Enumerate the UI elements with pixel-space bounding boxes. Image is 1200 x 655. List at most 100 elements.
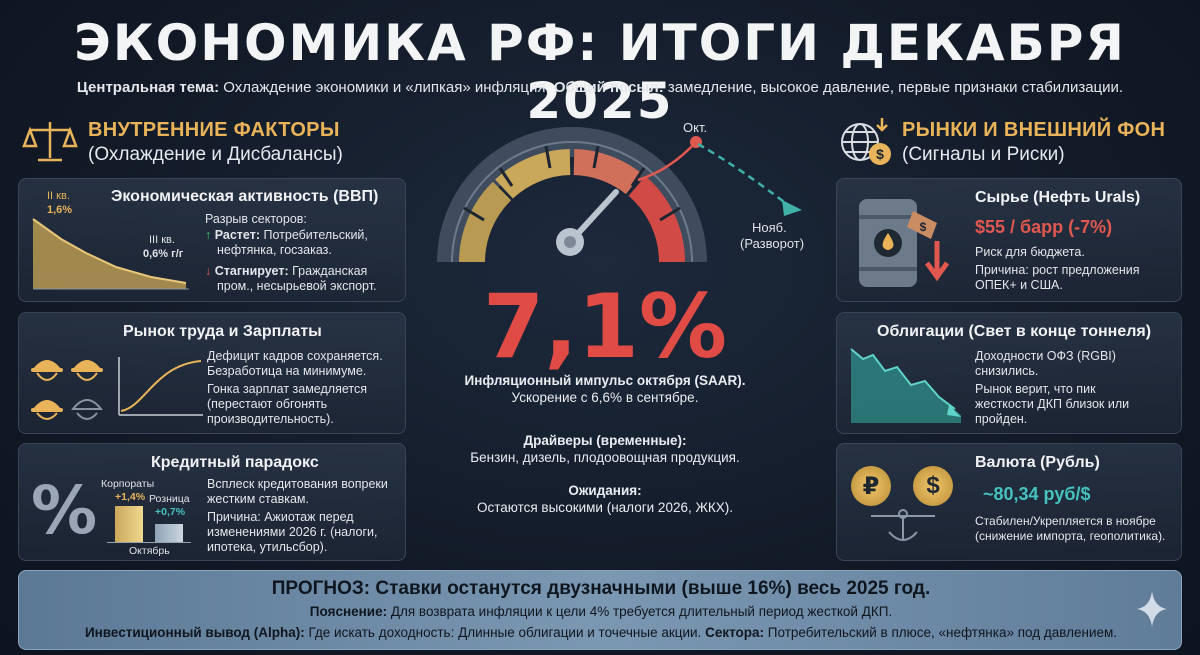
fx-card-title: Валюта (Рубль)	[975, 454, 1100, 471]
gdp-stagnate: ↓ Стагнирует: Гражданская пром., несырье…	[205, 264, 377, 293]
bonds-card: Облигации (Свет в конце тоннеля) Доходно…	[836, 312, 1182, 434]
oil-price: $55 / барр (-7%)	[975, 217, 1113, 237]
credit-card-title: Кредитный парадокс	[151, 454, 319, 471]
oil-card: $ Сырье (Нефть Urals) $55 / барр (-7%) Р…	[836, 178, 1182, 302]
inflation-gauge	[437, 127, 802, 263]
right-section-title: РЫНКИ И ВНЕШНИЙ ФОН	[902, 119, 1166, 141]
forecast-explanation: Пояснение: Для возврата инфляции к цели …	[19, 604, 1183, 619]
oct-label: Окт.	[683, 120, 708, 135]
q2-value: 1,6%	[47, 204, 73, 216]
rub-coin-icon: ₽	[851, 466, 891, 506]
labor-line-1: Дефицит кадров сохраняется.	[207, 349, 383, 363]
gdp-card-title: Экономическая активность (ВВП)	[111, 188, 379, 205]
corp-value: +1,4%	[115, 491, 146, 503]
sectors-label: Сектора:	[705, 625, 765, 640]
inflation-expectations: Ожидания: Остаются высокими (налоги 2026…	[440, 482, 770, 516]
gdp-card: Экономическая активность (ВВП) II кв. 1,…	[18, 178, 406, 302]
anchor-icon	[871, 509, 935, 541]
gdp-grow: ↑ Растет: Потребительский, нефтянка, гос…	[205, 228, 368, 257]
retail-value: +0,7%	[155, 506, 186, 518]
forecast-headline: ПРОГНОЗ: Ставки останутся двузначными (в…	[271, 578, 931, 599]
bonds-lines: Доходности ОФЗ (RGBI) снизились. Рынок в…	[975, 349, 1129, 427]
forecast-banner: ПРОГНОЗ: Ставки останутся двузначными (в…	[18, 570, 1182, 650]
credit-line-5: ипотека, утильсбор).	[207, 540, 328, 554]
credit-card: Кредитный парадокс % Корпораты +1,4% Роз…	[18, 443, 406, 561]
bar-corporate	[115, 506, 143, 542]
grow-text-2: нефтянка, госзаказ.	[217, 243, 332, 257]
bonds-line-3: Рынок верит, что пик	[975, 382, 1096, 396]
labor-line-3: Гонка зарплат замедляется	[207, 382, 367, 396]
expl-label: Пояснение:	[309, 604, 388, 619]
inflation-drivers: Драйверы (временные): Бензин, дизель, пл…	[440, 432, 770, 466]
nov-label: Нояб.	[752, 220, 787, 235]
labor-card-title: Рынок труда и Зарплаты	[123, 323, 322, 340]
retail-label: Розница	[149, 493, 190, 505]
oil-risk: Риск для бюджета.	[975, 245, 1085, 259]
theme-text: Охлаждение экономики и «липкая» инфляция…	[223, 79, 550, 96]
fx-line-1: Стабилен/Укрепляется в ноябре	[975, 514, 1156, 528]
bonds-card-title: Облигации (Свет в конце тоннеля)	[877, 323, 1152, 340]
right-section-header: РЫНКИ И ВНЕШНИЙ ФОН (Сигналы и Риски)	[902, 119, 1165, 166]
right-section-subtitle: (Сигналы и Риски)	[902, 144, 1065, 165]
alpha-label: Инвестиционный вывод (Alpha):	[84, 625, 305, 640]
theme-label: Центральная тема:	[76, 79, 220, 96]
nov-sub: (Разворот)	[740, 236, 805, 251]
sectors-text: Потребительский в плюсе, «нефтянка» под …	[767, 625, 1118, 640]
chart-baseline	[107, 542, 191, 543]
expect-text: Остаются высокими (налоги 2026, ЖКХ).	[476, 500, 734, 515]
rub-symbol: ₽	[862, 472, 880, 500]
credit-line-4: изменениями 2026 г. (налоги,	[207, 525, 378, 539]
impulse-title: Инфляционный импульс октября (SAAR).	[464, 373, 746, 388]
left-section-subtitle: (Охлаждение и Дисбалансы)	[88, 144, 343, 165]
oil-lines: Риск для бюджета. Причина: рост предложе…	[975, 245, 1139, 293]
oil-reason-1: Причина: рост предложения	[975, 263, 1140, 277]
credit-line-2: жестким ставкам.	[207, 492, 309, 506]
labor-line-4: (перестают обгонять	[207, 397, 328, 411]
bonds-area-chart	[850, 348, 961, 423]
inflation-value: 7,1%	[482, 275, 728, 378]
credit-line-1: Всплеск кредитования вопреки	[207, 477, 388, 491]
bar-retail	[155, 524, 183, 542]
impulse-accel: Ускорение с 6,6% в сентябре.	[511, 390, 699, 405]
credit-line-3: Причина: Ажиотаж перед	[207, 510, 354, 524]
message-text: замедление, высокое давление, первые при…	[667, 79, 1124, 96]
drivers-title: Драйверы (временные):	[523, 433, 687, 448]
q2-label: II кв.	[47, 190, 70, 202]
oil-barrel-icon: $	[859, 199, 950, 287]
oil-reason-2: ОПЕК+ и США.	[975, 278, 1063, 292]
svg-text:$: $	[876, 146, 884, 162]
labor-line-5: производительность).	[207, 412, 334, 426]
scales-icon	[22, 122, 78, 162]
gdp-area-chart	[32, 218, 189, 290]
gdp-gap: Разрыв секторов:	[205, 212, 307, 226]
bonds-line-2: снизились.	[975, 364, 1039, 378]
expect-title: Ожидания:	[568, 483, 642, 498]
percent-icon: %	[31, 472, 98, 549]
workers-icon	[31, 360, 104, 420]
fx-line-2: (снижение импорта, геополитика).	[975, 529, 1166, 543]
drivers-text: Бензин, дизель, плодоовощная продукция.	[470, 450, 740, 465]
usd-coin-icon: $	[913, 466, 953, 506]
labor-line-2: Безработица на минимуме.	[207, 364, 367, 378]
inflation-impulse: Инфляционный импульс октября (SAAR). Уск…	[440, 372, 770, 406]
usd-symbol: $	[926, 472, 940, 499]
grow-label: Растет:	[214, 228, 261, 242]
labor-card: Рынок труда и Зарплаты Дефицит кадров со…	[18, 312, 406, 434]
q3-label: III кв.	[149, 234, 175, 246]
stagnate-label: Стагнирует:	[214, 264, 289, 278]
alpha-text: Где искать доходность: Длинные облигации…	[308, 625, 702, 640]
sparkle-icon	[1137, 591, 1167, 627]
q3-value: 0,6% г/г	[143, 248, 184, 260]
fx-card: ₽ $ Валюта (Рубль) ~80,34 руб/$ Стабилен…	[836, 443, 1182, 561]
page-title: ЭКОНОМИКА РФ: ИТОГИ ДЕКАБРЯ 2025	[74, 14, 1126, 130]
fx-rate: ~80,34 руб/$	[983, 484, 1091, 504]
bonds-line-1: Доходности ОФЗ (RGBI)	[975, 349, 1116, 363]
fx-lines: Стабилен/Укрепляется в ноябре (снижение …	[975, 514, 1165, 544]
labor-lines: Дефицит кадров сохраняется. Безработица …	[207, 349, 383, 427]
forecast-alpha: Инвестиционный вывод (Alpha): Где искать…	[19, 625, 1183, 640]
wage-curve	[118, 357, 203, 416]
stagnate-text-1: Гражданская	[292, 264, 368, 278]
stagnate-text-2: пром., несырьевой экспорт.	[217, 279, 377, 293]
expl-text: Для возврата инфляции к цели 4% требуетс…	[390, 604, 893, 619]
oil-card-title: Сырье (Нефть Urals)	[975, 189, 1141, 206]
